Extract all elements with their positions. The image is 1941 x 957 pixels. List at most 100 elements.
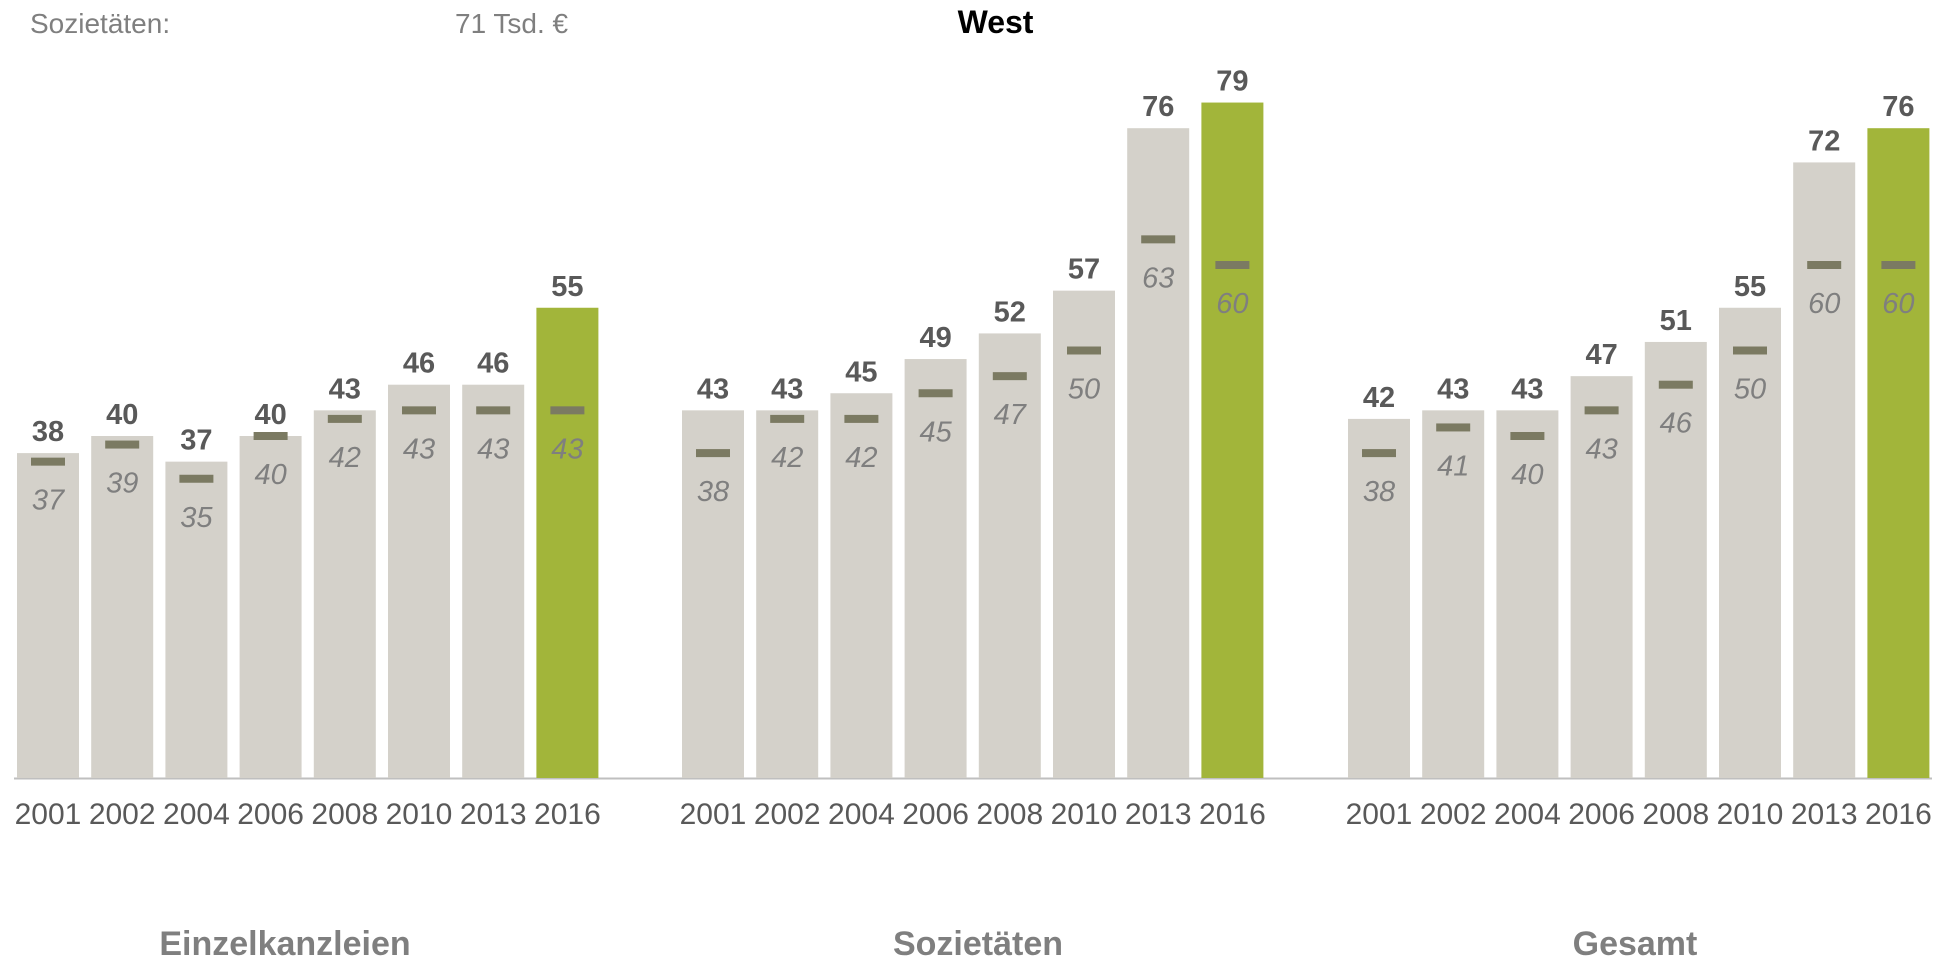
- x-tick-label: 2004: [828, 798, 895, 831]
- x-tick-label: 2016: [1865, 798, 1932, 831]
- average-marker: [402, 406, 436, 415]
- bar: [91, 436, 154, 778]
- bar: [1127, 128, 1190, 778]
- average-marker: [31, 457, 65, 466]
- legend-value: 71 Tsd. €: [455, 8, 569, 39]
- x-tick-label: 2013: [1125, 798, 1192, 831]
- bar: [1644, 341, 1707, 778]
- average-label: 41: [1437, 450, 1469, 482]
- bar: [830, 393, 893, 778]
- group-label: Sozietäten: [893, 925, 1063, 957]
- bar: [239, 436, 302, 778]
- bar: [1719, 307, 1781, 778]
- average-marker: [105, 440, 140, 449]
- bar-value-label: 43: [329, 373, 361, 405]
- average-label: 38: [697, 476, 729, 508]
- bar: [978, 333, 1041, 778]
- average-marker: [992, 372, 1027, 381]
- average-marker: [476, 406, 511, 415]
- bar: [1201, 102, 1264, 779]
- x-tick-label: 2004: [1494, 798, 1561, 831]
- bar: [1793, 162, 1856, 778]
- bar: [1053, 290, 1115, 778]
- bar-value-label: 55: [1734, 271, 1766, 303]
- bar-value-label: 76: [1142, 91, 1174, 123]
- bar-value-label: 49: [919, 322, 951, 354]
- average-marker: [1510, 432, 1545, 440]
- x-tick-label: 2008: [1642, 798, 1709, 831]
- average-marker: [770, 414, 805, 423]
- bar-value-label: 55: [551, 271, 583, 303]
- average-label: 50: [1068, 374, 1100, 406]
- average-marker: [1436, 423, 1471, 432]
- average-label: 38: [1363, 476, 1395, 508]
- average-label: 47: [994, 399, 1028, 431]
- bar: [17, 453, 79, 778]
- bar-value-label: 43: [771, 373, 803, 405]
- x-tick-label: 2002: [754, 798, 821, 831]
- average-label: 39: [106, 468, 138, 500]
- bar-value-label: 46: [477, 348, 509, 380]
- bar-value-label: 72: [1808, 125, 1840, 157]
- bar-value-label: 40: [254, 399, 286, 431]
- bar-value-label: 40: [106, 399, 138, 431]
- x-tick-label: 2001: [15, 798, 82, 831]
- average-label: 43: [551, 433, 583, 465]
- x-tick-label: 2016: [534, 798, 601, 831]
- average-label: 42: [771, 442, 803, 474]
- bar-value-label: 76: [1882, 91, 1914, 123]
- legend-label: Sozietäten:: [30, 8, 171, 39]
- bar: [682, 410, 744, 778]
- bar-value-label: 43: [1437, 373, 1469, 405]
- average-label: 43: [403, 433, 435, 465]
- x-tick-label: 2006: [237, 798, 304, 831]
- average-label: 42: [845, 442, 877, 474]
- x-tick-label: 2006: [1568, 798, 1635, 831]
- bar: [165, 461, 228, 778]
- x-tick-label: 2002: [1420, 798, 1487, 831]
- average-marker: [1067, 346, 1101, 355]
- bar: [1570, 376, 1633, 778]
- bar-value-label: 37: [180, 425, 212, 457]
- x-tick-label: 2008: [976, 798, 1043, 831]
- average-label: 50: [1734, 374, 1766, 406]
- average-label: 40: [254, 459, 286, 491]
- bar: [536, 307, 599, 778]
- x-tick-label: 2013: [1791, 798, 1858, 831]
- bar-value-label: 52: [994, 296, 1026, 328]
- average-marker: [1141, 235, 1176, 244]
- average-label: 40: [1511, 459, 1543, 491]
- average-label: 60: [1808, 288, 1840, 320]
- average-marker: [696, 449, 730, 458]
- bar-value-label: 51: [1660, 305, 1692, 337]
- average-marker: [1881, 261, 1916, 269]
- bar-value-label: 38: [32, 416, 64, 448]
- average-label: 60: [1216, 288, 1248, 320]
- average-marker: [1658, 380, 1693, 389]
- x-tick-label: 2008: [311, 798, 378, 831]
- bar-value-label: 43: [697, 373, 729, 405]
- average-marker: [1807, 261, 1842, 269]
- bar: [756, 410, 819, 778]
- average-label: 46: [1660, 408, 1693, 440]
- average-label: 42: [329, 442, 361, 474]
- average-label: 37: [32, 485, 66, 517]
- group-label: Gesamt: [1573, 925, 1698, 957]
- x-tick-label: 2010: [386, 798, 453, 831]
- average-marker: [1362, 449, 1396, 458]
- bar-value-label: 42: [1363, 382, 1395, 414]
- average-marker: [253, 432, 288, 440]
- x-tick-label: 2006: [902, 798, 969, 831]
- x-tick-label: 2004: [163, 798, 230, 831]
- average-label: 60: [1882, 288, 1914, 320]
- average-label: 43: [1585, 433, 1617, 465]
- average-label: 43: [477, 433, 509, 465]
- bar: [1348, 418, 1410, 778]
- average-marker: [1215, 261, 1250, 269]
- average-marker: [1733, 346, 1767, 355]
- x-tick-label: 2002: [89, 798, 156, 831]
- x-tick-label: 2010: [1717, 798, 1784, 831]
- bar: [1496, 410, 1559, 778]
- average-marker: [179, 474, 214, 483]
